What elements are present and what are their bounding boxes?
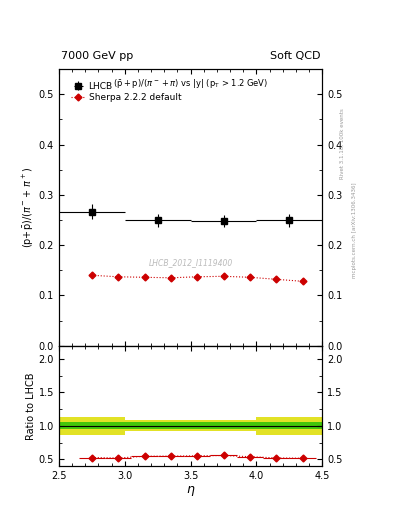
Text: 7000 GeV pp: 7000 GeV pp <box>61 51 133 61</box>
Text: Soft QCD: Soft QCD <box>270 51 320 61</box>
X-axis label: $\eta$: $\eta$ <box>186 483 195 498</box>
Text: $(\bar{\rm p}+{\rm p})/(\pi^-+\pi)$ vs |y| (p$_{\rm T}$ > 1.2 GeV): $(\bar{\rm p}+{\rm p})/(\pi^-+\pi)$ vs |… <box>113 77 268 91</box>
Text: mcplots.cern.ch [arXiv:1306.3436]: mcplots.cern.ch [arXiv:1306.3436] <box>352 183 357 278</box>
Legend: LHCB, Sherpa 2.2.2 default: LHCB, Sherpa 2.2.2 default <box>69 79 184 104</box>
Y-axis label: Ratio to LHCB: Ratio to LHCB <box>26 372 36 439</box>
Text: LHCB_2012_I1119400: LHCB_2012_I1119400 <box>149 258 233 267</box>
Y-axis label: (p+$\bar{\rm p}$)/($\pi^-$+ $\pi^+$): (p+$\bar{\rm p}$)/($\pi^-$+ $\pi^+$) <box>21 166 36 248</box>
Text: Rivet 3.1.10, 100k events: Rivet 3.1.10, 100k events <box>340 108 345 179</box>
